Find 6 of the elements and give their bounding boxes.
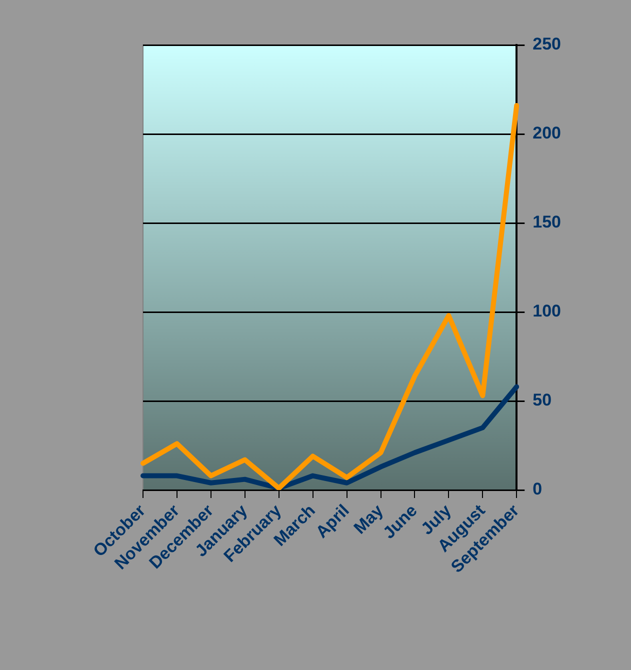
y-tick-label: 0 [532, 480, 542, 499]
y-tick-label: 100 [532, 302, 562, 321]
y-tick-label: 200 [532, 124, 562, 143]
y-tick-label: 50 [532, 390, 552, 410]
y-tick-label: 150 [532, 212, 562, 232]
y-tick-label: 250 [532, 34, 562, 54]
